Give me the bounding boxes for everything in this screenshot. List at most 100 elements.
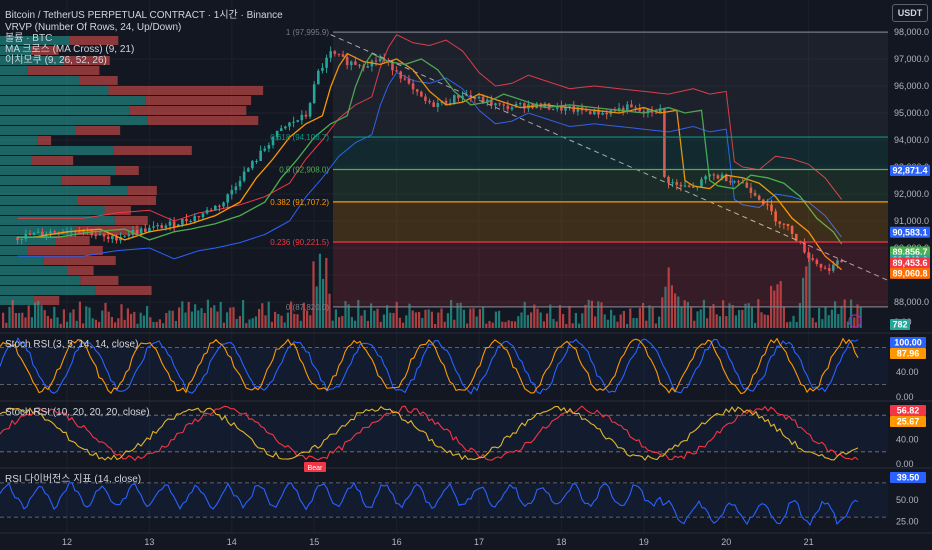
- candle-body: [111, 235, 114, 239]
- candle-body: [729, 181, 732, 183]
- candle-body: [267, 145, 271, 149]
- value-tag-bg: [890, 416, 926, 427]
- volume-bar: [142, 315, 145, 328]
- volume-bar: [520, 312, 523, 328]
- volume-bar: [776, 284, 779, 328]
- volume-bar: [574, 312, 577, 328]
- fib-zone-0618: [333, 137, 888, 170]
- vrvp-down-bar: [114, 216, 148, 225]
- legend-stoch-rsi-fast[interactable]: Stoch RSI (3, 5, 14, 14, close): [5, 339, 139, 350]
- vrvp-up-bar: [0, 76, 79, 85]
- volume-bar: [587, 299, 590, 328]
- vrvp-down-bar: [80, 276, 119, 285]
- candle-body: [127, 234, 131, 236]
- value-tag-text: 56.82: [897, 406, 920, 416]
- candle-body: [642, 111, 646, 114]
- candle-body: [366, 66, 370, 68]
- volume-bar: [549, 304, 552, 328]
- vrvp-down-bar: [37, 136, 52, 145]
- candle-body: [757, 195, 761, 200]
- volume-bar: [21, 312, 24, 328]
- candle-body: [786, 223, 790, 227]
- candle-body: [432, 102, 435, 108]
- value-tag: 39.50: [890, 472, 926, 483]
- volume-bar: [437, 312, 440, 328]
- volume-bar: [187, 301, 190, 328]
- candle-body: [827, 268, 831, 271]
- volume-bar: [827, 315, 830, 328]
- volume-bar: [562, 314, 565, 328]
- volume-bar: [334, 309, 337, 328]
- volume-bar: [229, 307, 232, 328]
- fib-level-label: 0 (87,820.0): [286, 303, 329, 312]
- candle-body: [135, 229, 139, 234]
- candle-body: [193, 216, 197, 222]
- legend-volume[interactable]: 볼륨 · BTC: [5, 33, 53, 44]
- legend-ma-cross[interactable]: MA 크로스 (MA Cross) (9, 21): [5, 44, 135, 55]
- volume-bar: [200, 308, 203, 328]
- vrvp-up-bar: [0, 286, 96, 295]
- volume-bar: [226, 312, 229, 328]
- candle-body: [292, 121, 295, 123]
- candle-body: [712, 174, 716, 176]
- legend-rsi-divergence[interactable]: RSI 다이버전스 지표 (14, close): [5, 474, 142, 485]
- volume-bar: [507, 320, 510, 328]
- volume-bar: [232, 307, 235, 328]
- volume-bar: [846, 321, 849, 328]
- vrvp-up-bar: [0, 116, 148, 125]
- volume-bar: [5, 322, 8, 328]
- volume-bar: [146, 306, 149, 328]
- volume-bar: [350, 317, 353, 328]
- fib-level-label: 0.5 (92,908.0): [279, 165, 329, 174]
- candle-body: [663, 108, 666, 177]
- x-tick-label: 15: [309, 537, 319, 547]
- candle-body: [770, 204, 773, 212]
- volume-bar: [78, 301, 81, 328]
- candle-body: [753, 192, 757, 196]
- vrvp-down-bar: [64, 56, 110, 65]
- volume-bar: [190, 311, 193, 328]
- x-tick-label: 17: [474, 537, 484, 547]
- legend-ichimoku[interactable]: 이치모쿠 (9, 26, 52, 26): [5, 55, 107, 66]
- volume-bar: [821, 319, 824, 328]
- vrvp-down-bar: [127, 186, 157, 195]
- candle-body: [766, 204, 769, 206]
- volume-bar: [85, 306, 88, 328]
- legend-stoch-rsi-slow[interactable]: Stoch RSI (10, 20, 20, 20, close): [5, 407, 150, 418]
- volume-bar: [651, 307, 654, 328]
- candle-body: [477, 96, 481, 99]
- vrvp-up-bar: [0, 66, 28, 75]
- volume-bar: [318, 253, 321, 328]
- volume-bar: [280, 315, 283, 328]
- x-tick-label: 14: [227, 537, 237, 547]
- ma-fast-line: [17, 52, 843, 271]
- candle-body: [494, 103, 497, 106]
- candle-body: [840, 260, 843, 263]
- candle-body: [576, 107, 580, 112]
- volume-bar: [738, 310, 741, 328]
- volume-bar: [706, 318, 709, 328]
- candle-body: [222, 202, 225, 207]
- volume-bar: [805, 266, 808, 328]
- y-tick-label: 40.00: [896, 367, 919, 377]
- currency-button[interactable]: USDT: [892, 4, 928, 22]
- volume-bar: [245, 323, 248, 328]
- volume-bar: [792, 315, 795, 328]
- volume-bar: [450, 299, 453, 328]
- candle-body: [794, 233, 798, 241]
- candle-body: [584, 110, 588, 112]
- candle-body: [185, 219, 188, 222]
- vrvp-up-bar: [0, 96, 146, 105]
- legend-vrvp[interactable]: VRVP (Number Of Rows, 24, Up/Down): [5, 22, 182, 33]
- volume-bar: [286, 312, 289, 328]
- candle-body: [242, 171, 246, 181]
- candle-body: [53, 231, 56, 233]
- y-tick-label: 96,000.0: [894, 81, 929, 91]
- value-tag-text: 100.00: [894, 338, 922, 348]
- volume-bar: [136, 323, 139, 328]
- volume-bar: [485, 323, 488, 328]
- candle-body: [329, 51, 332, 58]
- volume-bar: [584, 304, 587, 328]
- vrvp-up-bar: [0, 136, 38, 145]
